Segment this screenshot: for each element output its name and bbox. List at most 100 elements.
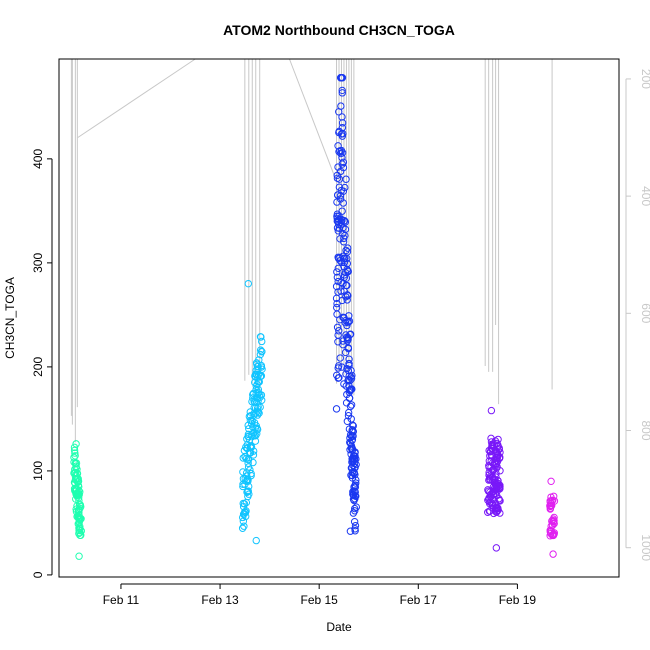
data-point: [347, 375, 356, 383]
data-point: [351, 488, 359, 496]
data-point: [333, 323, 342, 331]
data-point: [343, 364, 351, 373]
data-point: [253, 407, 261, 415]
data-point: [72, 459, 81, 467]
data-point: [549, 531, 558, 540]
data-point: [244, 492, 252, 501]
data-point: [336, 235, 344, 243]
data-point: [350, 504, 359, 513]
data-point: [240, 522, 248, 530]
data-point: [71, 487, 79, 495]
data-point: [343, 417, 352, 425]
data-point: [336, 256, 344, 265]
data-point: [348, 464, 356, 472]
data-point: [335, 327, 343, 335]
axes-layer: 0 100 200 300 400 Feb 11 Feb 13 Feb 15 Feb 17 Feb…: [31, 69, 650, 607]
data-point: [350, 469, 358, 477]
data-point: [341, 348, 350, 357]
data-point: [244, 459, 252, 467]
data-point: [485, 499, 494, 508]
data-point: [249, 389, 258, 398]
x-tick-label: Feb 15: [300, 593, 338, 607]
data-point: [345, 312, 353, 320]
data-point: [351, 525, 359, 533]
data-point: [489, 501, 497, 509]
data-point: [337, 287, 345, 295]
data-point: [332, 282, 341, 291]
altitude-trace-layer: [70, 58, 553, 443]
data-point: [256, 393, 264, 401]
data-point: [335, 183, 344, 191]
y-tick-label: 400: [31, 149, 45, 169]
data-point: [343, 291, 352, 299]
data-point: [348, 458, 356, 466]
data-point: [72, 507, 81, 516]
data-point: [249, 390, 257, 399]
data-point: [243, 488, 251, 496]
data-point: [244, 487, 253, 495]
data-point: [490, 475, 498, 483]
data-point: [335, 108, 343, 116]
data-point: [254, 385, 263, 394]
data-point: [548, 501, 556, 510]
data-point: [74, 475, 82, 483]
data-point: [486, 452, 494, 460]
data-point: [256, 346, 265, 354]
secondary-tick-label: 800: [639, 420, 650, 440]
data-point: [334, 374, 342, 382]
data-point: [549, 492, 558, 501]
data-point: [343, 265, 351, 274]
y-tick-label: 100: [31, 461, 45, 481]
data-point: [333, 224, 342, 232]
data-point: [335, 362, 343, 370]
data-point: [338, 113, 346, 121]
data-point: [332, 405, 341, 413]
data-point: [239, 482, 247, 491]
data-point: [342, 293, 350, 301]
data-point: [257, 361, 266, 370]
data-point: [341, 254, 349, 263]
data-point: [350, 518, 359, 526]
data-point: [338, 363, 346, 371]
secondary-tick-label: 400: [639, 186, 650, 206]
data-point: [487, 406, 496, 415]
data-point: [253, 380, 261, 389]
data-point: [336, 354, 344, 362]
data-point: [74, 478, 82, 486]
data-point: [75, 514, 83, 522]
data-point: [338, 89, 346, 97]
data-point: [343, 321, 351, 330]
secondary-tick-label: 200: [639, 69, 650, 89]
data-point: [352, 503, 361, 511]
data-point: [487, 467, 495, 475]
data-point: [340, 234, 348, 243]
data-point: [240, 500, 249, 508]
data-point: [345, 355, 353, 363]
data-point: [241, 512, 250, 521]
data-point: [252, 366, 260, 375]
data-point: [351, 521, 360, 530]
data-point: [349, 455, 357, 463]
data-point: [238, 524, 247, 532]
data-point: [342, 399, 351, 407]
altitude-trace: [288, 58, 337, 182]
data-point: [248, 397, 256, 406]
data-point: [549, 496, 557, 504]
data-point: [488, 440, 496, 448]
data-point: [495, 483, 504, 491]
data-point: [352, 479, 360, 487]
data-point: [338, 149, 347, 157]
data-point: [244, 463, 253, 471]
data-point: [485, 471, 493, 479]
data-point: [333, 210, 342, 218]
data-point: [246, 416, 255, 424]
data-point: [71, 460, 80, 468]
data-point: [547, 477, 555, 486]
plot-frame: [58, 58, 620, 578]
data-point: [333, 171, 341, 180]
data-point: [345, 425, 354, 433]
data-point: [346, 527, 355, 535]
data-point: [246, 448, 254, 457]
data-point: [340, 273, 349, 281]
